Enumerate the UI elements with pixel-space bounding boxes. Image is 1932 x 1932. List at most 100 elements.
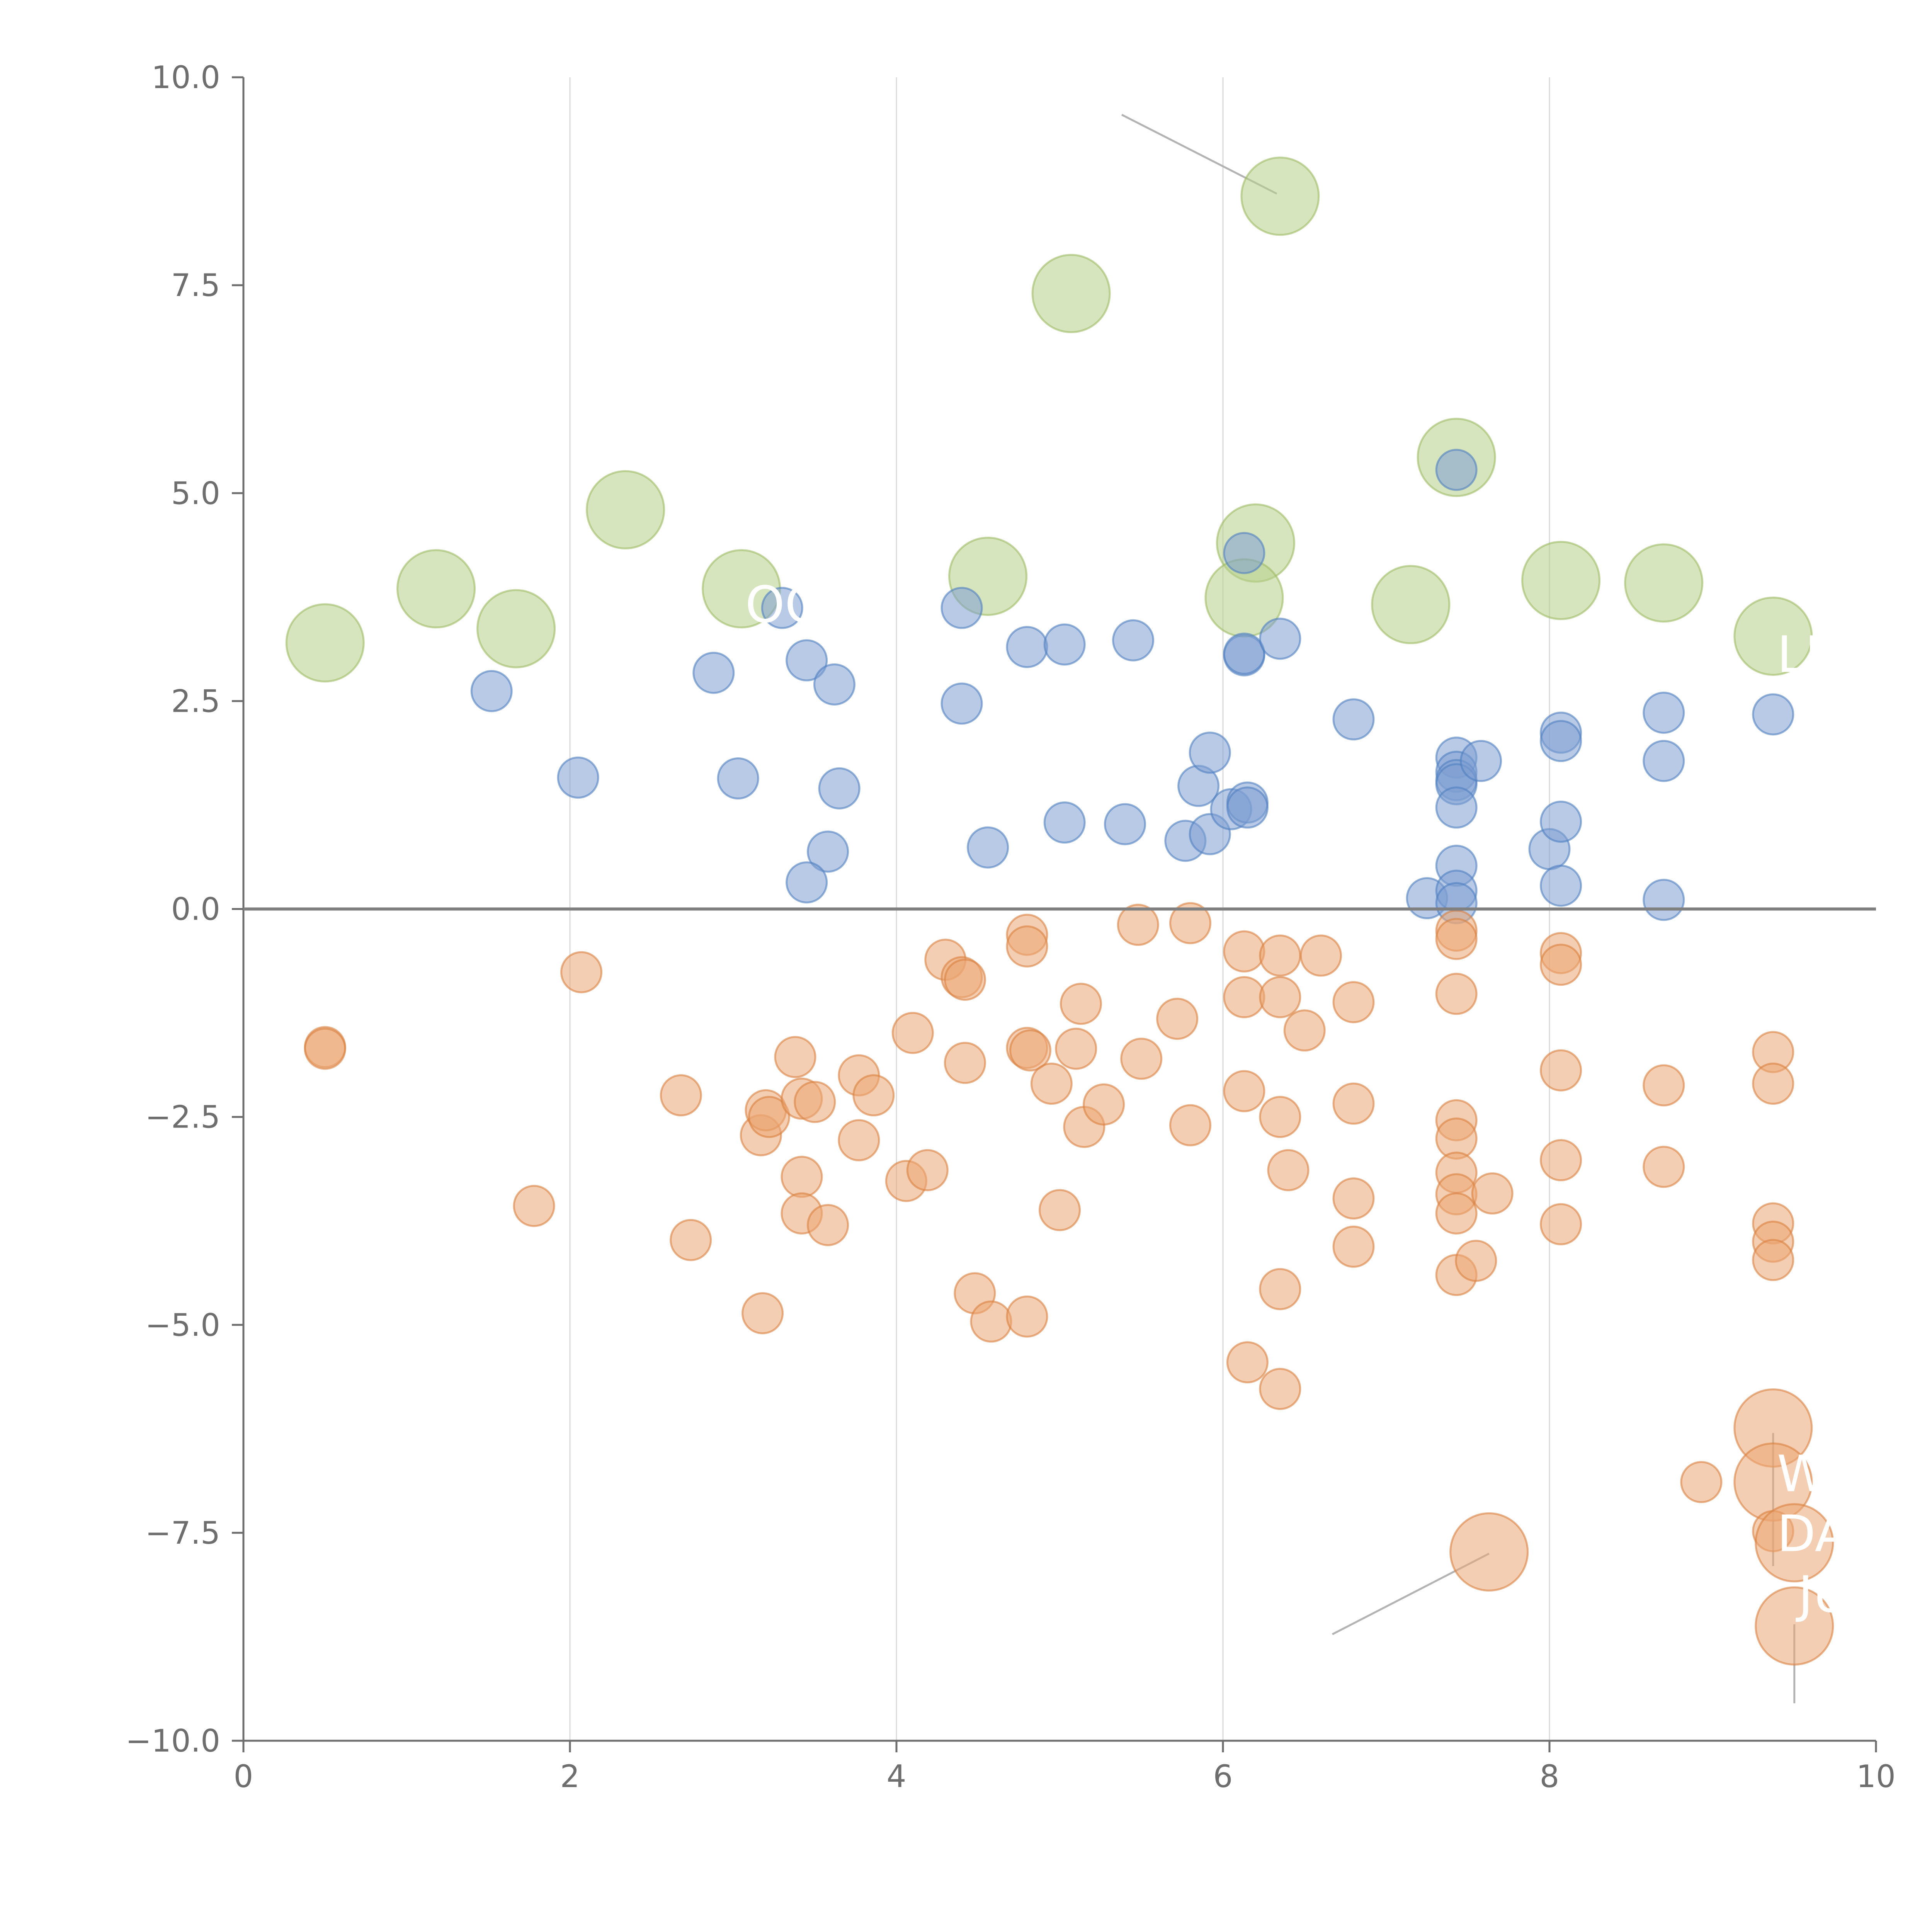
blue-point bbox=[557, 756, 599, 799]
orange-point bbox=[1009, 1029, 1051, 1071]
orange-point bbox=[1755, 1503, 1834, 1583]
blue-point bbox=[1043, 623, 1086, 666]
blue-point bbox=[786, 639, 828, 682]
x-tick-label: 6 bbox=[1213, 1759, 1233, 1794]
orange-point bbox=[1060, 983, 1102, 1025]
point-label: DA bbox=[1777, 1504, 1849, 1563]
orange-point bbox=[852, 1074, 895, 1117]
orange-point bbox=[944, 958, 986, 1001]
orange-point bbox=[1169, 902, 1211, 944]
orange-point bbox=[1055, 1027, 1097, 1070]
orange-point bbox=[807, 1204, 849, 1246]
orange-point bbox=[1259, 934, 1301, 977]
green-point bbox=[285, 603, 365, 683]
orange-point bbox=[1300, 934, 1342, 977]
orange-point bbox=[560, 951, 603, 993]
orange-point bbox=[891, 1012, 934, 1054]
orange-point bbox=[660, 1074, 702, 1117]
blue-point bbox=[761, 587, 803, 629]
orange-point bbox=[670, 1219, 712, 1261]
blue-point bbox=[1435, 786, 1478, 829]
point-label: OO bbox=[745, 575, 825, 634]
blue-point bbox=[1006, 626, 1048, 668]
orange-point bbox=[1223, 930, 1265, 973]
orange-point bbox=[944, 1042, 986, 1084]
green-point bbox=[1031, 254, 1111, 333]
blue-point bbox=[1112, 619, 1155, 662]
y-tick-label: −5.0 bbox=[145, 1307, 220, 1343]
orange-point bbox=[906, 1149, 949, 1191]
blue-point bbox=[1540, 864, 1582, 907]
orange-point bbox=[1332, 1177, 1375, 1220]
orange-point bbox=[1226, 1341, 1269, 1384]
orange-point bbox=[1435, 973, 1478, 1015]
orange-point bbox=[1752, 1063, 1794, 1105]
x-tick-label: 4 bbox=[887, 1759, 906, 1794]
orange-point bbox=[781, 1156, 823, 1198]
blue-point bbox=[1540, 800, 1582, 843]
orange-point bbox=[1120, 1037, 1163, 1080]
point-label: W bbox=[1777, 1444, 1827, 1503]
x-tick-label: 8 bbox=[1540, 1759, 1560, 1794]
blue-point bbox=[807, 830, 849, 873]
orange-point bbox=[1083, 1083, 1125, 1126]
blue-point bbox=[1332, 698, 1375, 741]
x-tick-label: 2 bbox=[560, 1759, 580, 1794]
green-point bbox=[476, 589, 556, 668]
orange-point bbox=[1283, 1009, 1326, 1052]
orange-point bbox=[1039, 1189, 1081, 1231]
orange-point bbox=[742, 1292, 784, 1335]
orange-point bbox=[1755, 1586, 1834, 1666]
data-points bbox=[285, 156, 1834, 1666]
blue-point bbox=[1435, 449, 1478, 491]
orange-point bbox=[1117, 903, 1159, 946]
point-label: LL bbox=[1777, 625, 1833, 684]
y-tick-label: 10.0 bbox=[151, 60, 220, 95]
orange-point bbox=[304, 1027, 346, 1070]
y-tick-label: −10.0 bbox=[126, 1723, 220, 1759]
orange-point bbox=[748, 1096, 790, 1138]
point-label: JU bbox=[1796, 1565, 1850, 1624]
orange-point bbox=[1471, 1172, 1514, 1215]
green-point bbox=[396, 549, 476, 629]
orange-point bbox=[1006, 925, 1048, 968]
y-tick-label: −2.5 bbox=[145, 1099, 220, 1135]
blue-point bbox=[818, 767, 861, 810]
x-tick-label: 0 bbox=[234, 1759, 253, 1794]
orange-point bbox=[1259, 1096, 1301, 1138]
blue-point bbox=[786, 861, 828, 904]
blue-point bbox=[1043, 801, 1086, 844]
green-point bbox=[1240, 156, 1320, 236]
orange-point bbox=[513, 1185, 555, 1227]
orange-point bbox=[1540, 1203, 1582, 1245]
orange-point bbox=[1267, 1149, 1310, 1191]
y-tick-label: 5.0 bbox=[171, 475, 220, 511]
orange-point bbox=[1643, 1146, 1685, 1188]
orange-point bbox=[1259, 976, 1301, 1019]
blue-point bbox=[967, 826, 1009, 869]
blue-point bbox=[1259, 617, 1301, 660]
orange-point bbox=[1540, 1049, 1582, 1092]
green-point bbox=[1521, 541, 1601, 620]
orange-point bbox=[1680, 1461, 1723, 1503]
blue-point bbox=[1226, 786, 1269, 829]
blue-point bbox=[1189, 731, 1231, 774]
orange-point bbox=[1169, 1104, 1211, 1146]
y-tick-label: 2.5 bbox=[171, 683, 220, 719]
blue-point bbox=[470, 670, 513, 713]
green-point bbox=[1733, 596, 1813, 676]
orange-point bbox=[1449, 1512, 1529, 1592]
orange-point bbox=[1540, 944, 1582, 986]
orange-point bbox=[970, 1300, 1012, 1343]
blue-point bbox=[1540, 720, 1582, 762]
orange-point bbox=[1752, 1239, 1794, 1281]
y-tick-label: 0.0 bbox=[171, 891, 220, 927]
orange-point bbox=[1156, 998, 1199, 1040]
orange-point bbox=[774, 1036, 816, 1078]
orange-point bbox=[1332, 1082, 1375, 1125]
y-tick-label: 7.5 bbox=[171, 267, 220, 303]
blue-point bbox=[692, 651, 735, 694]
blue-point bbox=[1643, 692, 1685, 734]
orange-point bbox=[794, 1081, 836, 1123]
